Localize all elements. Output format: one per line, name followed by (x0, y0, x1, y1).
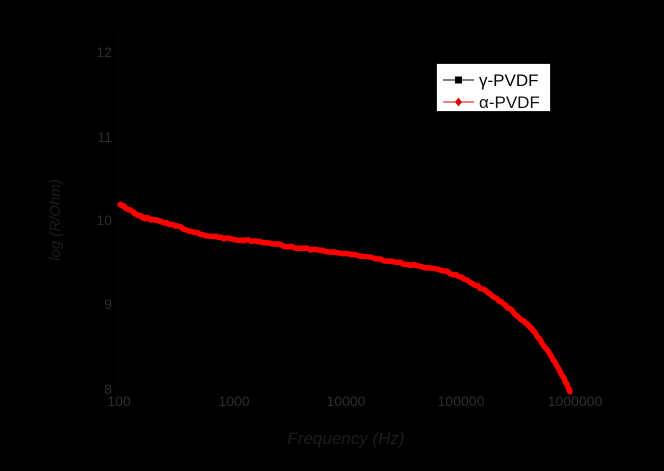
svg-text:11: 11 (97, 129, 112, 145)
svg-text:1000000: 1000000 (548, 393, 603, 409)
svg-text:γ-PVDF: γ-PVDF (479, 71, 539, 90)
svg-text:log (R/Ohm): log (R/Ohm) (47, 179, 64, 261)
svg-text:10000: 10000 (327, 393, 366, 409)
svg-text:Frequency (Hz): Frequency (Hz) (287, 429, 404, 448)
svg-text:100000: 100000 (438, 393, 485, 409)
svg-text:100: 100 (107, 393, 131, 409)
svg-text:α-PVDF: α-PVDF (479, 93, 540, 112)
svg-text:9: 9 (104, 296, 112, 312)
svg-text:1000: 1000 (218, 393, 249, 409)
svg-text:12: 12 (96, 44, 112, 60)
svg-text:10: 10 (96, 212, 112, 228)
